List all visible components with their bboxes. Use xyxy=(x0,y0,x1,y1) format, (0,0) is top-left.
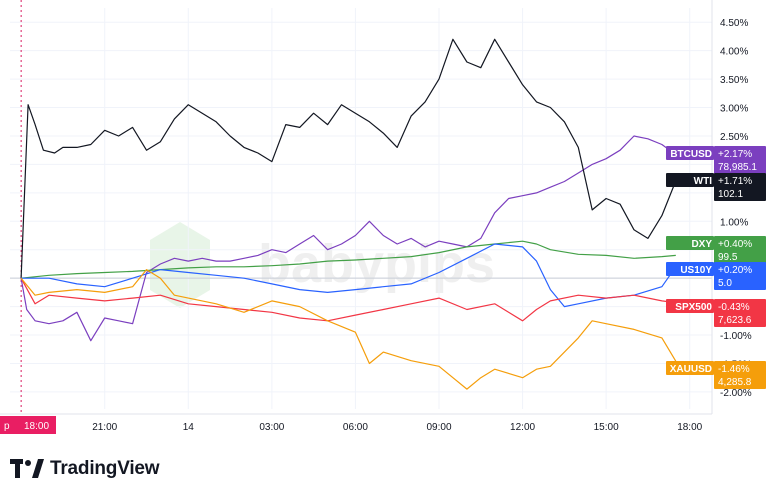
series-name: US10Y xyxy=(680,265,712,276)
series-change: +0.20% xyxy=(718,265,752,276)
tradingview-mark-icon xyxy=(10,459,44,479)
grid xyxy=(10,8,712,409)
y-tick-label: 1.00% xyxy=(720,217,748,228)
price-label-btcusd: BTCUSD +2.17% 78,985.1 xyxy=(666,146,766,174)
tradingview-logo[interactable]: TradingView xyxy=(10,456,160,482)
series-line-spx500 xyxy=(20,277,676,322)
series-name-tag xyxy=(666,361,714,375)
price-label-wti: WTI +1.71% 102.1 xyxy=(666,173,766,201)
series-name: DXY xyxy=(691,239,712,250)
watermark: babypips xyxy=(150,222,495,308)
series-value-tag xyxy=(714,173,766,201)
series-change: +0.40% xyxy=(718,239,752,250)
series-price: 4,285.8 xyxy=(718,377,752,388)
x-tick-label: 18:00 xyxy=(677,422,702,433)
x-tick-label: 21:00 xyxy=(92,422,117,433)
x-tick-label: 09:00 xyxy=(426,422,451,433)
series-price: 78,985.1 xyxy=(718,162,757,173)
series-change: -0.43% xyxy=(718,302,750,313)
crosshair-prefix: p xyxy=(4,421,10,432)
crosshair-time-bg xyxy=(0,416,56,434)
series-value-tag xyxy=(714,236,766,264)
series-name-tag xyxy=(666,173,714,187)
series-price: 5.0 xyxy=(718,278,732,289)
y-tick-label: 4.50% xyxy=(720,18,748,29)
series-value-tag xyxy=(714,146,766,174)
series-name-tag xyxy=(666,236,714,250)
series-name: WTI xyxy=(694,176,713,187)
y-tick-label: -2.00% xyxy=(720,388,752,399)
x-tick-label: 14 xyxy=(183,422,195,433)
series-value-tag xyxy=(714,299,766,327)
price-label-us10y: US10Y +0.20% 5.0 xyxy=(666,262,766,290)
y-tick-label: 4.00% xyxy=(720,47,748,58)
x-tick-label: 12:00 xyxy=(510,422,535,433)
series-change: -1.46% xyxy=(718,364,750,375)
crosshair-time: 18:00 xyxy=(24,421,49,432)
series-line-dxy xyxy=(21,240,676,279)
crosshair-time-label: p 18:00 xyxy=(0,416,56,434)
x-tick-label: 03:00 xyxy=(259,422,284,433)
series-change: +1.71% xyxy=(718,176,752,187)
series-price: 7,623.6 xyxy=(718,315,752,326)
tradingview-wordmark: TradingView xyxy=(50,458,160,479)
series-name: BTCUSD xyxy=(670,149,712,160)
price-label-spx500: SPX500 -0.43% 7,623.6 xyxy=(666,299,766,327)
price-label-xauusd: XAUUSD -1.46% 4,285.8 xyxy=(666,361,766,389)
price-label-dxy: DXY +0.40% 99.5 xyxy=(666,236,766,264)
series-price: 102.1 xyxy=(718,189,743,200)
y-tick-label: 3.50% xyxy=(720,75,748,86)
series-name-tag xyxy=(666,146,714,160)
x-tick-label: 06:00 xyxy=(343,422,368,433)
series-change: +2.17% xyxy=(718,149,752,160)
watermark-hexagon-icon xyxy=(150,222,210,308)
series-price: 99.5 xyxy=(718,252,738,263)
series-name-tag xyxy=(666,262,714,276)
series-value-tag xyxy=(714,361,766,389)
chart-svg: babypips4.50%4.00%3.50%3.00%2.50%2.00%1.… xyxy=(0,0,766,434)
y-tick-label: -1.00% xyxy=(720,331,752,342)
x-tick-label: 15:00 xyxy=(594,422,619,433)
series-line-xauusd xyxy=(20,269,677,390)
series-name: XAUUSD xyxy=(670,364,712,375)
y-tick-label: 2.50% xyxy=(720,132,748,143)
series-name-tag xyxy=(666,299,714,313)
series-line-btcusd xyxy=(20,135,677,342)
series-line-wti xyxy=(20,38,677,279)
series-name: SPX500 xyxy=(675,302,712,313)
y-tick-label: 3.00% xyxy=(720,104,748,115)
series-value-tag xyxy=(714,262,766,290)
